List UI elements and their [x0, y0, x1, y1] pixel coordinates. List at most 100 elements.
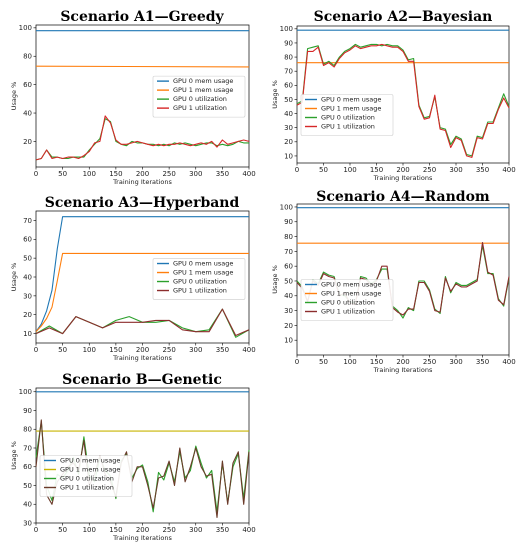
series-line-2	[35, 252, 249, 333]
x-tick-label: 0	[34, 346, 38, 354]
legend-label: GPU 0 utilization	[60, 475, 114, 483]
legend-label: GPU 1 utilization	[321, 123, 375, 131]
x-tick-label: 300	[189, 526, 202, 534]
y-axis-label: Usage %	[271, 265, 279, 294]
legend-box	[300, 94, 394, 136]
y-tick-label: 80	[284, 233, 293, 241]
x-tick-label: 250	[423, 358, 436, 366]
y-axis-label: Usage %	[10, 263, 18, 292]
x-tick-label: 250	[162, 526, 175, 534]
y-tick-label: 100	[280, 25, 293, 33]
y-tick-label: 90	[284, 39, 293, 47]
y-tick-label: 30	[23, 292, 32, 300]
y-tick-label: 60	[23, 81, 32, 89]
legend-label: GPU 1 utilization	[173, 104, 227, 112]
y-tick-label: 80	[23, 426, 32, 434]
series-line-4	[296, 241, 510, 316]
x-tick-label: 400	[502, 166, 515, 174]
chart-title: Scenario A4—Random	[316, 189, 490, 205]
y-tick-label: 60	[284, 263, 293, 271]
series-line-3	[296, 244, 510, 319]
x-tick-label: 200	[136, 526, 149, 534]
y-tick-label: 80	[284, 53, 293, 61]
y-tick-label: 30	[284, 307, 293, 315]
x-axis-label: Training Iterations	[112, 534, 172, 542]
y-tick-label: 100	[280, 203, 293, 211]
y-tick-label: 20	[284, 322, 293, 330]
x-tick-label: 300	[449, 358, 462, 366]
series-line-2	[35, 65, 250, 68]
y-tick-label: 100	[19, 388, 32, 396]
legend-label: GPU 1 utilization	[60, 484, 114, 492]
legend-box	[300, 279, 394, 321]
chart-1: Scenario A1—Greedy 0 50 100 150 200 250 300 350 4…	[10, 9, 256, 186]
x-tick-label: 350	[476, 358, 489, 366]
y-axis-label: Usage %	[271, 80, 279, 109]
y-axis-label: Usage %	[10, 441, 18, 470]
y-tick-label: 90	[284, 218, 293, 226]
x-tick-label: 400	[502, 358, 515, 366]
x-tick-label: 250	[423, 166, 436, 174]
x-tick-label: 250	[162, 170, 175, 178]
y-tick-label: 70	[284, 68, 293, 76]
x-tick-label: 400	[242, 170, 255, 178]
x-tick-label: 300	[449, 166, 462, 174]
x-tick-label: 0	[295, 166, 299, 174]
chart-5: Scenario B—Genetic 0 50 100 150 200 250 300 350 4…	[10, 372, 256, 542]
x-tick-label: 200	[396, 358, 409, 366]
y-tick-label: 40	[284, 110, 293, 118]
legend-label: GPU 0 mem usage	[173, 77, 233, 85]
x-tick-label: 400	[242, 526, 255, 534]
y-tick-label: 20	[23, 138, 32, 146]
legend-label: GPU 1 utilization	[321, 308, 375, 316]
y-tick-label: 10	[23, 330, 32, 338]
series-line-3	[35, 118, 249, 161]
x-tick-label: 350	[216, 526, 229, 534]
legend-box	[152, 75, 246, 118]
y-tick-label: 80	[23, 53, 32, 61]
legend-label: GPU 1 mem usage	[321, 290, 381, 298]
legend-label: GPU 1 utilization	[173, 287, 227, 295]
legend-label: GPU 0 mem usage	[60, 457, 120, 465]
y-tick-label: 70	[284, 248, 293, 256]
y-tick-label: 40	[23, 501, 32, 509]
legend-box	[152, 258, 246, 300]
y-tick-label: 20	[23, 311, 32, 319]
legend-label: GPU 0 utilization	[173, 278, 227, 286]
legend-label: GPU 0 mem usage	[321, 96, 381, 104]
legend-label: GPU 0 utilization	[173, 95, 227, 103]
y-tick-label: 100	[19, 24, 32, 32]
y-tick-label: 90	[23, 407, 32, 415]
x-tick-label: 350	[476, 166, 489, 174]
series-line-4	[296, 43, 510, 158]
x-tick-label: 400	[242, 346, 255, 354]
y-axis-label: Usage %	[10, 82, 18, 111]
x-tick-label: 0	[295, 358, 299, 366]
chart-title: Scenario B—Genetic	[62, 372, 222, 388]
legend-label: GPU 1 mem usage	[60, 466, 120, 474]
y-tick-label: 10	[284, 152, 293, 160]
y-tick-label: 70	[23, 444, 32, 452]
y-tick-label: 30	[284, 124, 293, 132]
x-axis-label: Training Iterations	[112, 178, 172, 186]
x-tick-label: 50	[319, 358, 328, 366]
x-tick-label: 100	[83, 526, 96, 534]
x-tick-label: 0	[34, 526, 38, 534]
x-tick-label: 300	[189, 346, 202, 354]
series-line-4	[35, 308, 250, 337]
y-tick-label: 10	[284, 337, 293, 345]
x-tick-label: 100	[83, 170, 96, 178]
y-tick-label: 40	[23, 273, 32, 281]
x-tick-label: 300	[189, 170, 202, 178]
x-tick-label: 200	[396, 166, 409, 174]
y-tick-label: 20	[284, 138, 293, 146]
legend-label: GPU 1 mem usage	[321, 105, 381, 113]
x-tick-label: 150	[109, 170, 122, 178]
chart-title: Scenario A1—Greedy	[60, 9, 224, 25]
y-tick-label: 60	[284, 82, 293, 90]
chart-title: Scenario A2—Bayesian	[314, 9, 493, 25]
x-axis-label: Training Iterations	[373, 366, 433, 374]
